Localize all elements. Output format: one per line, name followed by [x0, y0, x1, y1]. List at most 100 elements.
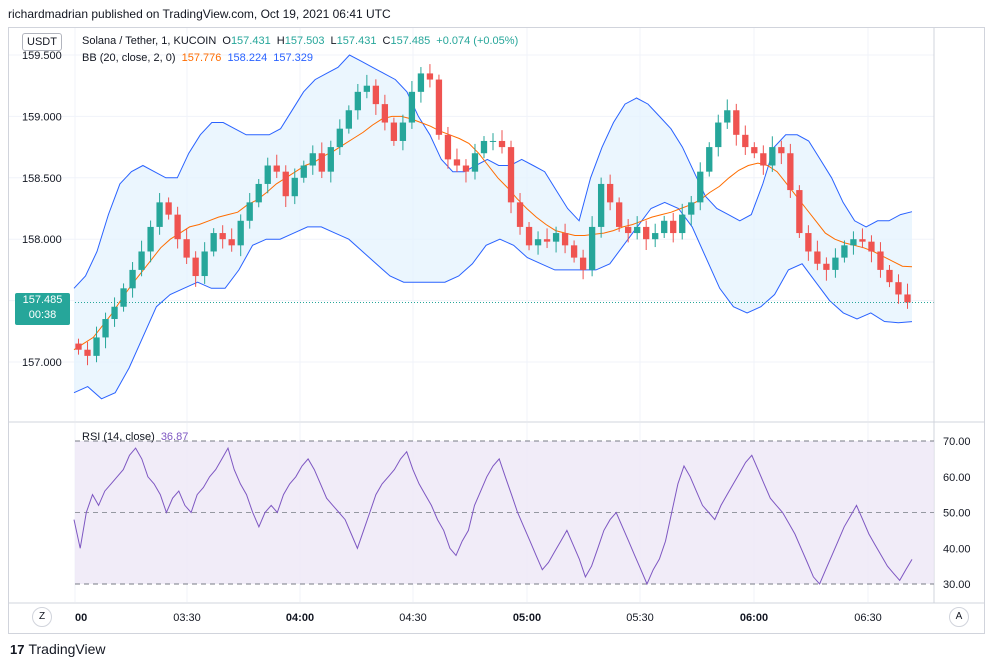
candle [904, 283, 911, 309]
candle [282, 165, 289, 208]
price-tick-label: 159.500 [22, 50, 62, 62]
candle [462, 159, 470, 183]
main-legend[interactable]: Solana / Tether, 1, KUCOIN O157.431 H157… [82, 35, 521, 47]
candle [597, 177, 605, 238]
low-label: L [330, 35, 337, 47]
candle [832, 248, 839, 278]
candle [327, 140, 334, 183]
last-price-badge: 157.485 00:38 [15, 293, 70, 325]
candle [219, 225, 226, 249]
candle [381, 94, 389, 131]
tradingview-branding[interactable]: 17 TradingView [10, 641, 106, 657]
time-tick-label: 00 [75, 612, 87, 624]
candle [120, 283, 127, 312]
candle [156, 193, 163, 235]
chart-frame [8, 27, 985, 634]
rsi-tick-label: 60.00 [943, 472, 971, 484]
candle [300, 160, 307, 183]
candle [895, 274, 902, 304]
candle [417, 67, 425, 103]
candle [75, 338, 82, 355]
candle [679, 203, 686, 240]
candle [850, 231, 857, 255]
open-label: O [222, 35, 231, 47]
tradingview-name: TradingView [28, 641, 106, 657]
candle [480, 136, 488, 159]
candle [841, 240, 848, 263]
candle [561, 223, 569, 254]
candle [363, 74, 371, 99]
candle [643, 220, 650, 251]
bb-label[interactable]: BB (20, close, 2, 0) [82, 52, 176, 64]
auto-scale-button[interactable]: A [949, 607, 969, 627]
candle [291, 168, 298, 205]
candle [688, 195, 695, 226]
high-label: H [276, 35, 285, 47]
bb-legend[interactable]: BB (20, close, 2, 0) 157.776 158.224 157… [82, 52, 316, 64]
bb-upper-value: 158.224 [227, 52, 268, 64]
rsi-legend[interactable]: RSI (14, close) 36.87 [82, 431, 191, 443]
candle [318, 142, 325, 179]
candle [570, 240, 578, 263]
price-axis[interactable]: 159.500 159.000 158.500 158.000 157.000 [22, 50, 62, 369]
candle [543, 228, 551, 249]
candle [174, 206, 181, 249]
candle [471, 143, 479, 180]
candle [805, 225, 812, 261]
candle [579, 249, 587, 280]
candle [525, 222, 533, 251]
zoom-button[interactable]: Z [32, 607, 52, 627]
price-tick-label: 158.500 [22, 173, 62, 185]
candle [201, 242, 208, 284]
time-tick-label: 06:00 [740, 612, 768, 624]
candle [769, 136, 776, 172]
symbol-label[interactable]: Solana / Tether, 1, KUCOIN [82, 35, 217, 47]
candle [147, 220, 154, 263]
bar-countdown: 00:38 [28, 309, 57, 321]
price-tick-label: 159.000 [22, 111, 62, 123]
candle [588, 216, 596, 277]
candle [868, 235, 875, 263]
candle [210, 228, 217, 257]
time-tick-label: 03:30 [173, 612, 201, 624]
candle [309, 145, 316, 175]
candle [697, 162, 704, 211]
candle [886, 264, 893, 288]
currency-button[interactable]: USDT [22, 33, 62, 51]
rsi-label[interactable]: RSI (14, close) [82, 431, 155, 443]
candle [661, 215, 668, 238]
bollinger-band-fill [74, 55, 912, 399]
candle [715, 114, 722, 157]
candle [444, 126, 452, 169]
rsi-value: 36.87 [160, 431, 189, 443]
candle [760, 145, 767, 175]
candle [778, 140, 785, 165]
candlestick-series [75, 64, 911, 366]
time-tick-label: 04:00 [286, 612, 314, 624]
candle [823, 257, 830, 281]
candle [129, 262, 136, 298]
rsi-line [73, 446, 913, 586]
candle [192, 251, 199, 287]
time-axis[interactable]: 00 03:30 04:00 04:30 05:00 05:30 06:00 06:30 [75, 612, 882, 624]
candle [507, 140, 515, 214]
rsi-tick-label: 70.00 [943, 436, 971, 448]
candle [796, 185, 803, 238]
candle [408, 81, 416, 129]
close-label: C [382, 35, 391, 47]
candle [354, 83, 361, 120]
candle [534, 231, 542, 255]
candle [751, 142, 758, 159]
bollinger-lower-line [73, 201, 913, 400]
bb-lower-value: 157.329 [273, 52, 314, 64]
candle [733, 103, 740, 146]
rsi-axis[interactable]: 70.00 60.00 50.00 40.00 30.00 [943, 436, 971, 591]
candle [237, 214, 244, 257]
candle [670, 212, 677, 243]
candle [84, 341, 91, 366]
candle [787, 143, 794, 198]
candle [814, 240, 821, 271]
candle [877, 242, 884, 278]
candle [228, 228, 235, 252]
